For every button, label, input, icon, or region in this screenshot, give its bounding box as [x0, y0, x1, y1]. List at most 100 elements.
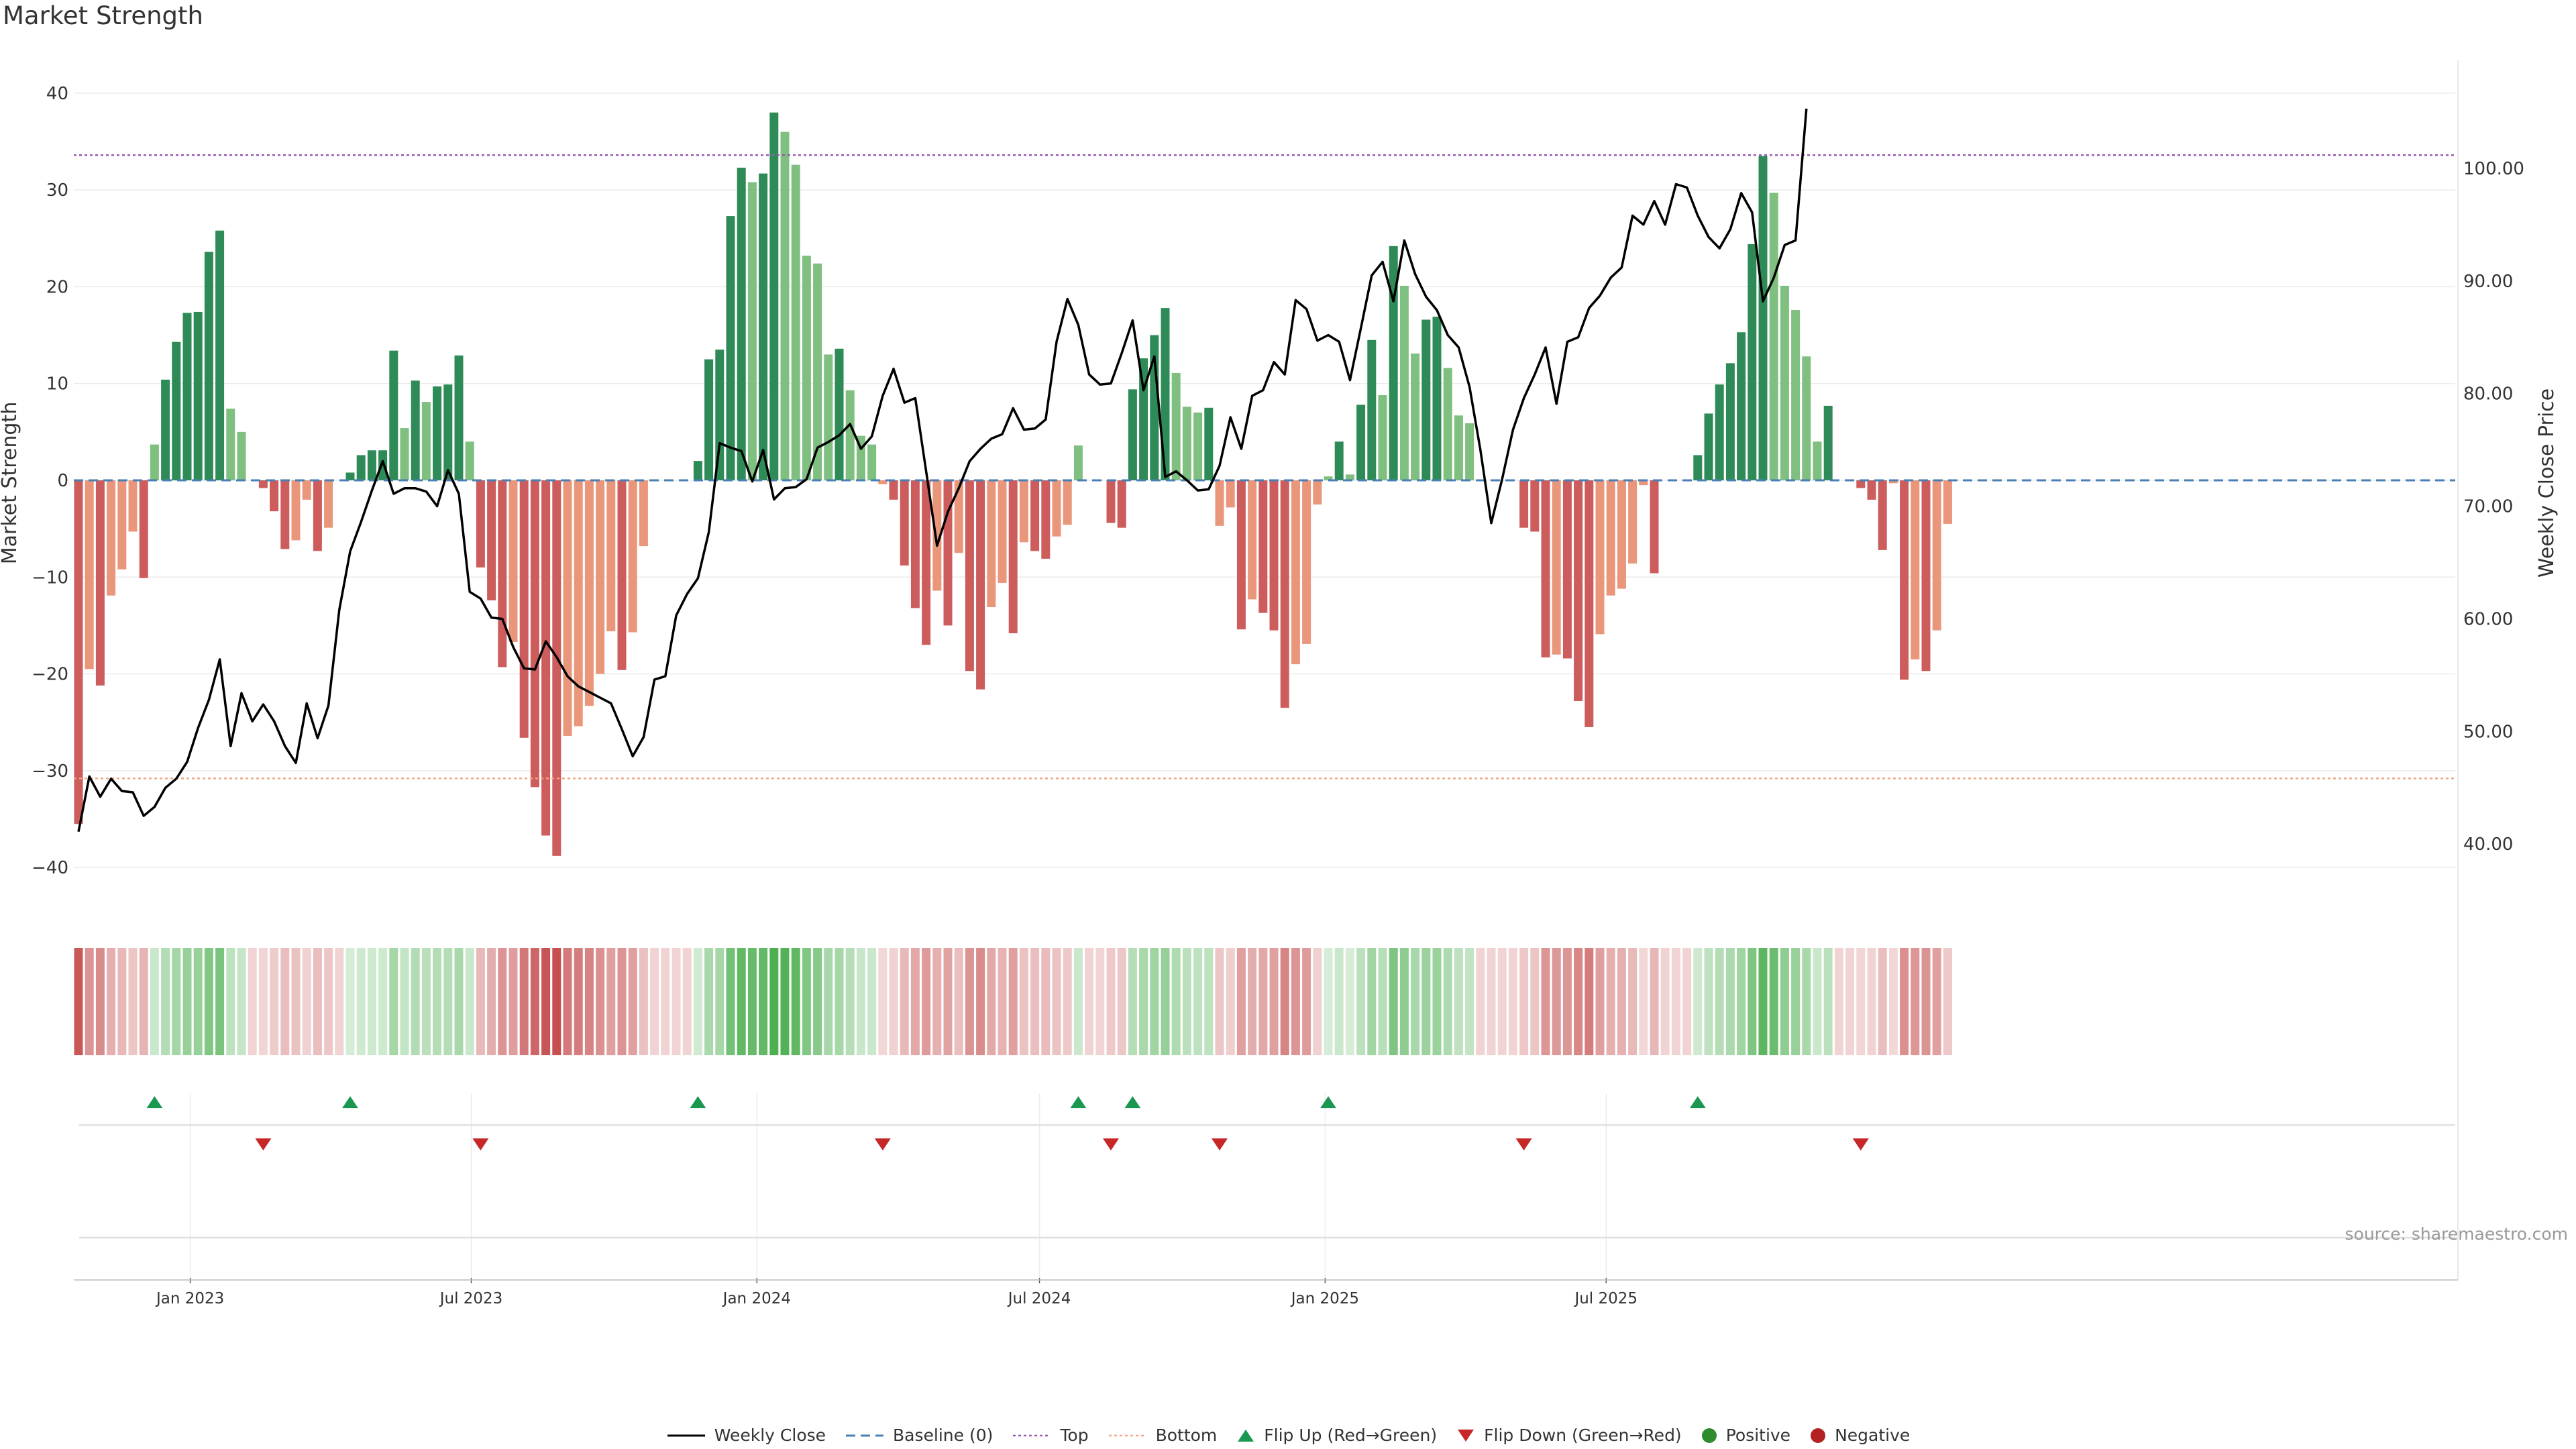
strength-bar: [1411, 353, 1420, 480]
flip-down-marker: [1103, 1138, 1119, 1150]
heat-cell: [302, 948, 311, 1055]
heat-cell: [356, 948, 366, 1055]
right-tick-label: 90.00: [2463, 272, 2513, 292]
weekly-close-series: [77, 108, 1808, 833]
heat-cell: [965, 948, 974, 1055]
strength-bar: [161, 379, 170, 480]
heat-cell: [367, 948, 376, 1055]
strength-bar: [1639, 480, 1648, 486]
right-axis-label: Weekly Close Price: [2535, 388, 2559, 578]
strength-bar: [389, 350, 398, 480]
strength-bar: [215, 230, 225, 480]
strength-bar: [878, 480, 888, 484]
strength-bar: [1454, 415, 1463, 480]
right-tick-label: 100.00: [2463, 159, 2524, 179]
heat-cell: [1171, 948, 1181, 1055]
strength-bar: [845, 390, 855, 480]
heat-cell: [1693, 948, 1703, 1055]
left-tick-label: 20: [46, 277, 68, 297]
right-tick-label: 40.00: [2463, 835, 2513, 855]
strength-bar: [541, 480, 551, 836]
strength-bar: [1693, 455, 1703, 480]
heat-cell: [1411, 948, 1420, 1055]
strength-heat-strip: [74, 948, 1952, 1055]
heat-cell: [237, 948, 246, 1055]
heat-cell: [563, 948, 572, 1055]
heat-cell: [856, 948, 865, 1055]
top-bottom-levels: [74, 154, 2455, 780]
vertical-gridlines: [79, 1093, 2455, 1278]
heat-cell: [813, 948, 822, 1055]
heat-cell: [258, 948, 268, 1055]
heat-cell: [867, 948, 877, 1055]
heat-cell: [672, 948, 681, 1055]
strength-bar: [1465, 423, 1474, 480]
heat-cell: [682, 948, 692, 1055]
strength-bar: [1280, 480, 1289, 708]
heat-cell: [1737, 948, 1746, 1055]
heat-cell: [1671, 948, 1680, 1055]
heat-cell: [1791, 948, 1801, 1055]
heat-cell: [1193, 948, 1203, 1055]
heat-cell: [878, 948, 888, 1055]
chart-title: Market Strength: [3, 1, 203, 30]
strength-bar: [769, 112, 779, 480]
heat-cell: [1041, 948, 1051, 1055]
strength-bar: [345, 472, 355, 480]
x-tick-label: Jul 2025: [1573, 1290, 1638, 1307]
strength-bar: [715, 350, 724, 480]
heat-cell: [704, 948, 714, 1055]
heat-cell: [1215, 948, 1224, 1055]
heat-cell: [1769, 948, 1778, 1055]
strength-bar: [998, 480, 1007, 583]
weekly-close-line: [77, 108, 1808, 833]
strength-bar: [1204, 407, 1214, 480]
strength-bar: [1921, 480, 1931, 672]
left-tick-label: −10: [32, 568, 68, 588]
strength-bar: [1530, 480, 1540, 532]
heat-cell: [1258, 948, 1268, 1055]
strength-bar: [74, 480, 83, 824]
heat-cell: [1682, 948, 1692, 1055]
strength-bar: [987, 480, 996, 608]
heat-cell: [1552, 948, 1561, 1055]
strength-bar: [1215, 480, 1224, 526]
strength-bar: [1356, 405, 1366, 480]
strength-bar: [1519, 480, 1529, 528]
heat-cell: [1660, 948, 1670, 1055]
heat-cell: [421, 948, 431, 1055]
x-tick-label: Jan 2024: [722, 1290, 791, 1307]
heat-cell: [1867, 948, 1876, 1055]
strength-bar: [1780, 285, 1789, 480]
heat-cell: [802, 948, 811, 1055]
strength-bar: [193, 311, 203, 480]
left-axis-label: Market Strength: [0, 402, 21, 564]
heat-cell: [661, 948, 670, 1055]
strength-bar: [1171, 372, 1181, 480]
heat-cell: [1780, 948, 1789, 1055]
strength-bar: [1823, 405, 1833, 480]
heat-cell: [1030, 948, 1040, 1055]
flip-down-marker: [1515, 1138, 1532, 1150]
flip-up-marker: [146, 1096, 163, 1108]
strength-bar: [204, 252, 213, 480]
heat-cell: [922, 948, 931, 1055]
strength-bar: [824, 354, 833, 480]
heat-cell: [693, 948, 702, 1055]
legend-weekly-close-label: Weekly Close: [714, 1426, 826, 1445]
legend-top: Top: [1012, 1426, 1089, 1445]
heat-cell: [1399, 948, 1409, 1055]
heat-cell: [596, 948, 605, 1055]
legend-flip-up-label: Flip Up (Red→Green): [1264, 1426, 1438, 1445]
strength-bar: [1562, 480, 1572, 659]
heat-cell: [204, 948, 213, 1055]
heat-cell: [987, 948, 996, 1055]
strength-bar: [900, 480, 909, 566]
strength-bar: [356, 455, 366, 480]
heat-cell: [1541, 948, 1550, 1055]
strength-bar: [1313, 480, 1322, 505]
strength-bar: [1345, 474, 1354, 480]
strength-bar: [1182, 407, 1191, 480]
strength-bar: [411, 380, 420, 480]
heat-cell: [85, 948, 94, 1055]
